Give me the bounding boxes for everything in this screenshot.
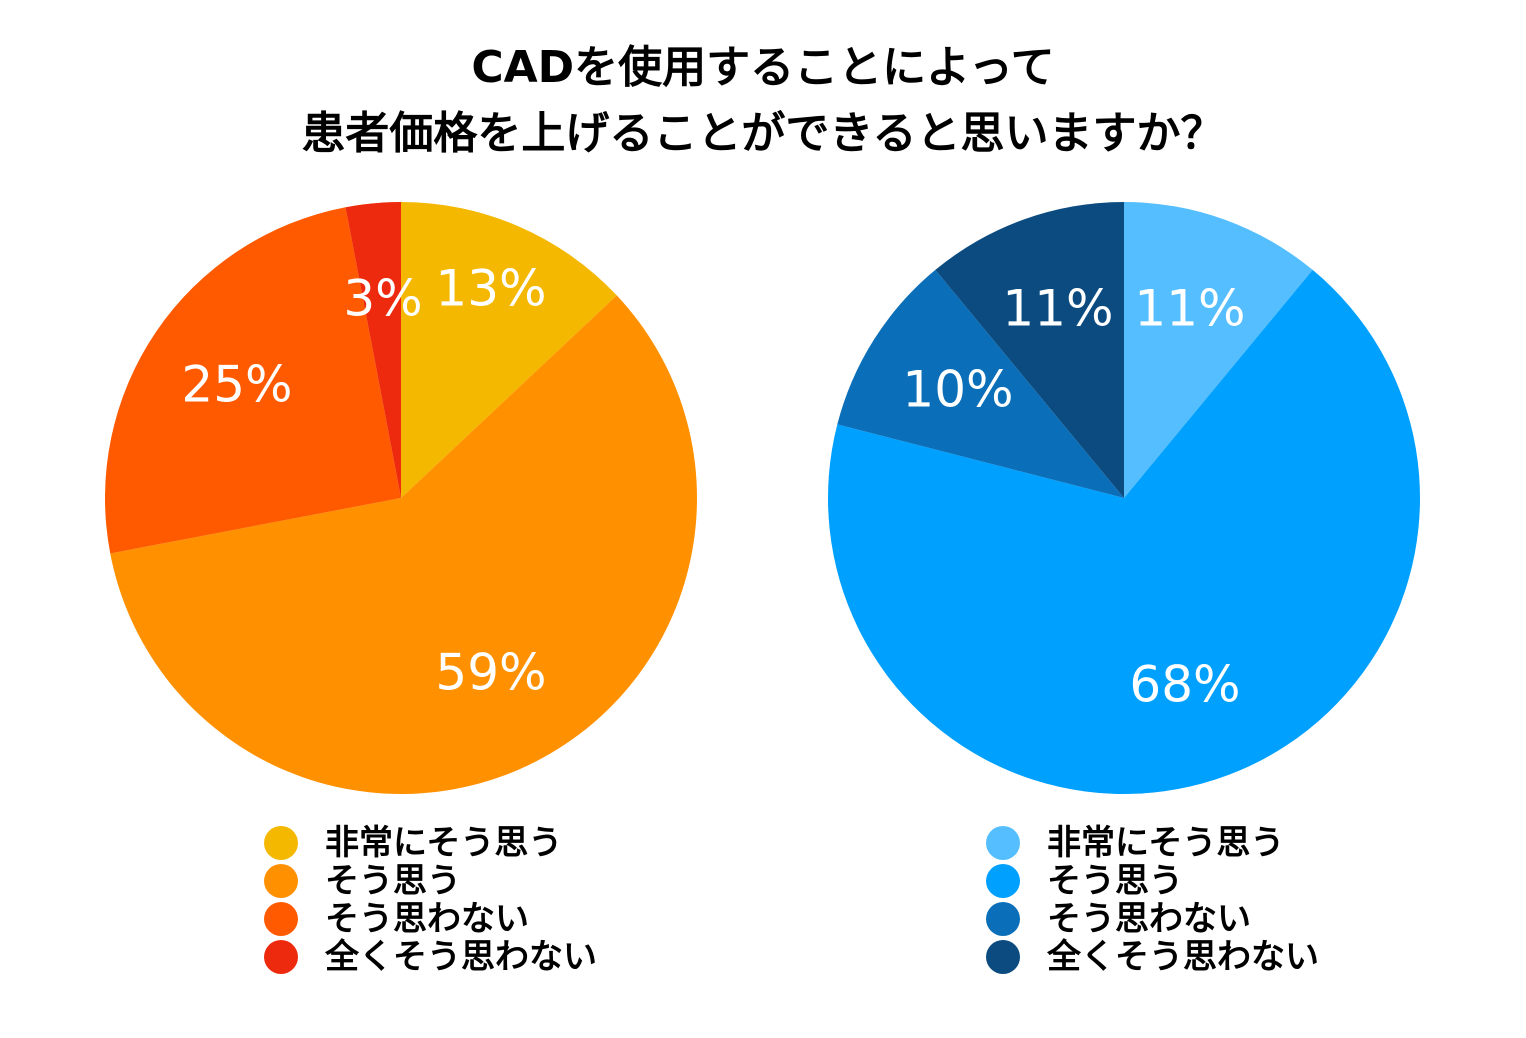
chart-title-line2: 患者価格を上げることができると思いますか？ [301, 108, 1225, 159]
legend-item: 全くそう思わない [986, 938, 1319, 976]
legend-swatch [986, 826, 1020, 860]
data-label: 25% [181, 356, 292, 414]
pie-slice [401, 202, 617, 498]
legend-swatch [264, 940, 298, 974]
pie-slice [935, 202, 1124, 498]
pie-slice [837, 269, 1124, 498]
legend-swatch [986, 940, 1020, 974]
legend-item: そう思う [264, 862, 597, 900]
legend-item: そう思わない [986, 900, 1319, 938]
pie-slice [1124, 202, 1313, 498]
pie-slice [345, 202, 401, 498]
legend-label: そう思わない [325, 899, 529, 939]
data-label: 11% [1134, 280, 1245, 338]
data-label: 59% [435, 644, 546, 702]
legend-label: 非常にそう思う [1047, 823, 1285, 863]
legend-swatch [986, 902, 1020, 936]
legend-right: 非常にそう思う そう思う そう思わない 全くそう思わない [986, 824, 1319, 976]
chart-title-line1: CADを使用することによって [471, 42, 1055, 93]
data-label: 3% [343, 270, 422, 328]
legend-label: そう思う [1047, 861, 1183, 901]
data-label: 11% [1002, 280, 1113, 338]
legend-label: 全くそう思わない [325, 937, 597, 977]
pie-slice [828, 269, 1420, 794]
legend-label: 非常にそう思う [325, 823, 563, 863]
data-label: 10% [902, 361, 1013, 419]
legend-label: そう思う [325, 861, 461, 901]
legend-swatch [264, 826, 298, 860]
legend-swatch [264, 864, 298, 898]
legend-swatch [986, 864, 1020, 898]
legend-item: 非常にそう思う [986, 824, 1319, 862]
data-label: 68% [1129, 656, 1240, 714]
data-label: 13% [435, 260, 546, 318]
legend-swatch [264, 902, 298, 936]
legend-item: そう思わない [264, 900, 597, 938]
pie-slice [105, 207, 402, 554]
pie-slice [110, 295, 697, 794]
legend-item: 全くそう思わない [264, 938, 597, 976]
legend-item: そう思う [986, 862, 1319, 900]
legend-left: 非常にそう思う そう思う そう思わない 全くそう思わない [264, 824, 597, 976]
legend-label: そう思わない [1047, 899, 1251, 939]
legend-item: 非常にそう思う [264, 824, 597, 862]
legend-label: 全くそう思わない [1047, 937, 1319, 977]
